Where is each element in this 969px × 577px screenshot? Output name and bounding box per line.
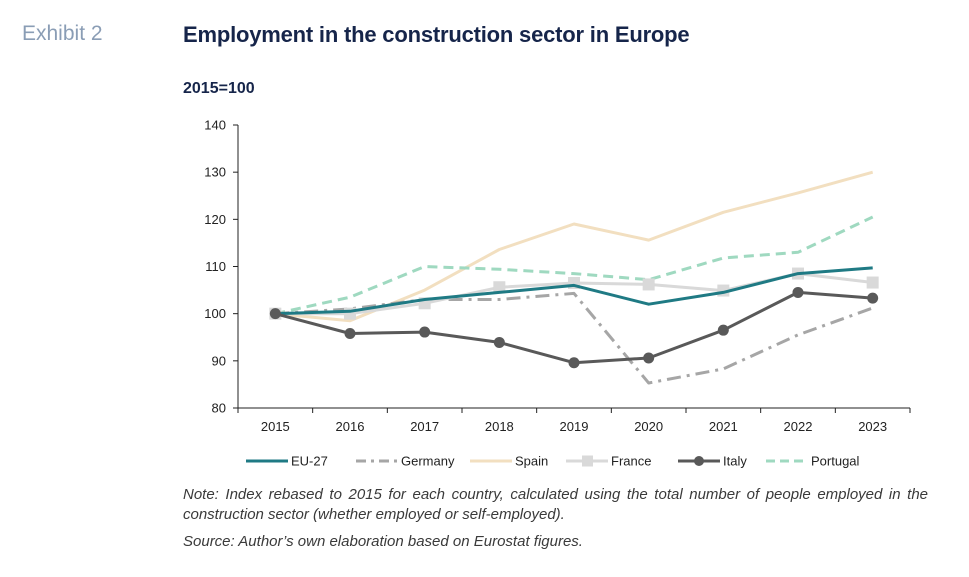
note-text: Note: Index rebased to 2015 for each cou…: [183, 486, 928, 523]
legend-marker-france: [582, 455, 593, 467]
series-line-italy: [274, 290, 873, 365]
series-portugal: [274, 215, 874, 316]
data-point-italy: [643, 352, 655, 364]
series-line-eu-27: [275, 266, 873, 316]
x-tick-label: 2015: [261, 419, 290, 434]
legend-item-eu-27: EU-27: [246, 454, 328, 469]
footer-notes: Note: Index rebased to 2015 for each cou…: [183, 485, 928, 552]
data-point-france: [642, 278, 655, 291]
legend-item-spain: Spain: [470, 454, 548, 469]
chart-title: Employment in the construction sector in…: [183, 22, 690, 47]
legend-item-italy: Italy: [678, 454, 747, 469]
y-tick-label: 130: [204, 165, 226, 180]
legend: EU-27 Germany Spain France Italy Portugal: [246, 454, 860, 469]
y-tick-label: 120: [204, 212, 226, 227]
data-point-france: [493, 281, 506, 294]
data-point-italy: [269, 308, 281, 320]
y-tick-label: 100: [204, 306, 226, 321]
data-point-france: [866, 276, 879, 289]
legend-label-spain: Spain: [515, 454, 548, 469]
data-point-italy: [867, 292, 879, 304]
legend-item-germany: Germany: [356, 454, 455, 469]
source-text: Source: Author’s own elaboration based o…: [183, 533, 583, 550]
x-tick-label: 2023: [858, 419, 887, 434]
series-italy: [269, 286, 879, 369]
y-tick-label: 110: [205, 259, 226, 274]
y-axis-label: 2015=100: [183, 80, 255, 97]
legend-label-italy: Italy: [723, 454, 747, 469]
data-point-italy: [717, 324, 729, 336]
legend-item-portugal: Portugal: [766, 454, 860, 469]
data-point-italy: [792, 286, 804, 298]
y-tick-label: 140: [204, 118, 226, 133]
exhibit-label: Exhibit 2: [22, 22, 103, 45]
data-point-italy: [344, 327, 356, 339]
x-tick-label: 2018: [485, 419, 514, 434]
legend-label-portugal: Portugal: [811, 454, 860, 469]
legend-marker-italy: [694, 456, 704, 466]
data-point-italy: [493, 336, 505, 348]
y-tick-label: 90: [212, 353, 226, 368]
x-tick-label: 2019: [560, 419, 589, 434]
legend-label-eu-27: EU-27: [291, 454, 328, 469]
x-tick-label: 2016: [336, 419, 365, 434]
x-tick-label: 2022: [784, 419, 813, 434]
chart-area: 80 90 100 110 120 130 140 2015 2016 2017 2018 2019 2…: [204, 118, 911, 469]
y-tick-label: 80: [212, 401, 226, 416]
legend-label-germany: Germany: [401, 454, 455, 469]
data-point-italy: [568, 357, 580, 369]
series-line-germany: [275, 291, 874, 385]
legend-label-france: France: [611, 454, 651, 469]
x-tick-label: 2017: [410, 419, 439, 434]
x-tick-label: 2021: [709, 419, 738, 434]
series-germany: [275, 291, 874, 385]
data-point-italy: [419, 326, 431, 338]
x-tick-label: 2020: [634, 419, 663, 434]
series-eu-27: [275, 266, 873, 316]
legend-item-france: France: [566, 454, 651, 469]
series-line-portugal: [274, 215, 874, 316]
